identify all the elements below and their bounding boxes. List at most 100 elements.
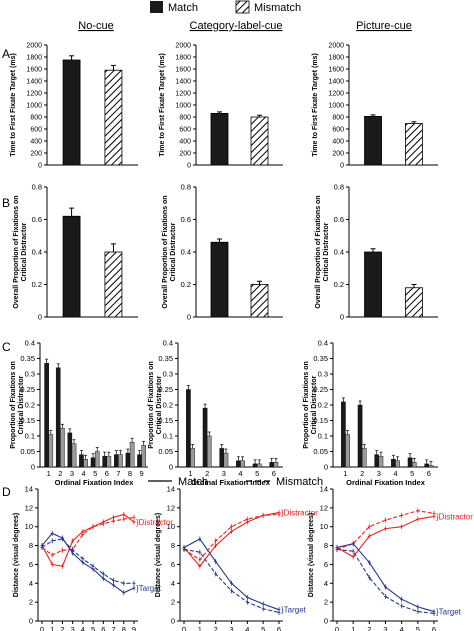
y-axis-label: Overall Proportion of Fixations onCritic… xyxy=(162,195,177,308)
y-tick-label: 0.3 xyxy=(25,370,35,379)
y-axis-label: Overall Proportion of Fixations onCritic… xyxy=(315,195,330,308)
y-tick-label: 12 xyxy=(167,503,175,512)
x-tick-label: 7 xyxy=(116,469,120,478)
y-tick-label: 0 xyxy=(171,617,175,626)
x-tick-label: 4 xyxy=(393,469,397,478)
y-tick-label: 0.25 xyxy=(20,385,35,394)
bar-mismatch xyxy=(411,462,417,468)
x-tick-label: 2 xyxy=(360,469,364,478)
y-tick-label: 0.1 xyxy=(163,432,173,441)
bar-mismatch xyxy=(361,448,367,468)
x-tick-label: 7 xyxy=(111,625,115,631)
bar-mismatch xyxy=(240,460,245,468)
bar-mismatch xyxy=(250,284,269,318)
y-tick-label: 2 xyxy=(29,598,33,607)
y-tick-label: 2 xyxy=(171,598,175,607)
legend-mismatch-swatch xyxy=(235,0,250,14)
y-axis-label: Time to First Fixate Target (ms) xyxy=(159,53,166,157)
bar-mismatch xyxy=(104,251,123,318)
y-tick-label: 1800 xyxy=(175,55,191,62)
x-tick-label: 3 xyxy=(71,625,75,631)
bar-mismatch xyxy=(378,455,384,468)
y-tick-label: 0.4 xyxy=(163,339,173,348)
y-tick-label: 10 xyxy=(320,522,328,531)
bar-mismatch xyxy=(405,287,423,318)
y-axis-label: Time to First Fixate Target (ms) xyxy=(312,53,319,157)
legend-mismatch-label: Mismatch xyxy=(254,2,301,14)
bar-mismatch xyxy=(94,451,100,468)
row-label-a: A xyxy=(2,47,10,61)
y-tick-label: 0.4 xyxy=(318,339,328,348)
y-axis-label: Distance (visual degrees) xyxy=(155,513,162,597)
y-axis-label-line: Overall Proportion of Fixations on xyxy=(162,195,169,308)
y-tick-label: 0 xyxy=(38,313,42,322)
bar-match xyxy=(407,457,413,468)
legend-d-match-label: Match xyxy=(178,476,208,488)
y-tick-label: 12 xyxy=(320,503,328,512)
y-tick-label: 0.15 xyxy=(313,416,328,425)
x-tick-label: 1 xyxy=(188,469,192,478)
x-tick-label: 5 xyxy=(416,625,420,631)
bar-match xyxy=(391,459,396,468)
bar-match xyxy=(44,362,49,468)
y-axis-label: Proportion of Fixations onCritical Distr… xyxy=(148,361,163,449)
y-tick-label: 14 xyxy=(25,485,33,494)
y-tick-label: 0.35 xyxy=(313,354,328,363)
legend-match-label: Match xyxy=(168,2,198,14)
y-tick-label: 600 xyxy=(179,127,191,134)
x-tick-label: 5 xyxy=(91,625,95,631)
bar-match xyxy=(186,389,191,468)
y-tick-label: 4 xyxy=(171,579,175,588)
bar-mismatch xyxy=(345,434,350,468)
bar-match xyxy=(210,241,229,318)
y-tick-label: 0.2 xyxy=(25,401,35,410)
y-tick-label: 4 xyxy=(324,579,328,588)
bar-mismatch xyxy=(190,448,195,468)
y-tick-label: 0.8 xyxy=(181,183,191,192)
row-d-legend: Match Mismatch xyxy=(148,476,323,488)
y-tick-label: 0 xyxy=(31,463,35,472)
bar-mismatch xyxy=(60,428,65,468)
x-tick-label: 5 xyxy=(410,469,414,478)
y-tick-label: 2 xyxy=(324,598,328,607)
y-axis-label-line: Critical Distractor xyxy=(170,222,177,281)
series-line-target-solid xyxy=(41,532,135,594)
panel-b-category-label-cue: 0 0.2 0.4 0.6 0.8 Overall Proportion of Fixat… xyxy=(162,183,283,322)
x-tick-label: 2 xyxy=(214,625,218,631)
x-tick-label: 1 xyxy=(198,625,202,631)
y-tick-label: 0.15 xyxy=(20,416,35,425)
x-tick-label: 1 xyxy=(351,625,355,631)
y-tick-label: 1400 xyxy=(26,79,42,86)
panel-b-picture-cue: 0 0.2 0.4 0.6 0.8 Overall Proportion of Fixat… xyxy=(315,183,438,322)
y-axis-label: Proportion of Fixations onCritical Distr… xyxy=(303,361,318,449)
x-tick-label: 4 xyxy=(245,625,249,631)
bar-match xyxy=(210,113,229,166)
panel-b-no-cue: 0 0.2 0.4 0.6 0.8 Overall Proportion of Fixat… xyxy=(13,183,138,322)
row-label-d: D xyxy=(2,485,11,499)
bar-match xyxy=(79,454,84,468)
column-title-category-label-cue: Category-label-cue xyxy=(190,20,283,32)
y-axis-label-line: Proportion of Fixations on xyxy=(10,361,17,449)
x-tick-label: 6 xyxy=(105,469,109,478)
x-tick-label: 2 xyxy=(205,469,209,478)
y-tick-label: 10 xyxy=(25,522,33,531)
y-axis-label: Overall Proportion of Fixations onCritic… xyxy=(13,195,28,308)
x-tick-label: 4 xyxy=(238,469,242,478)
y-tick-label: 400 xyxy=(179,139,191,146)
y-tick-label: 0.3 xyxy=(318,370,328,379)
y-tick-label: 1800 xyxy=(26,55,42,62)
x-tick-label: 3 xyxy=(383,625,387,631)
bar-match xyxy=(236,460,241,468)
y-tick-label: 0 xyxy=(324,617,328,626)
y-tick-label: 0 xyxy=(187,163,191,170)
y-axis-label: Distance (visual degrees) xyxy=(13,513,20,597)
x-axis-label: Ordinal Fixation Index xyxy=(346,478,426,487)
y-axis-label-line: Critical Distractor xyxy=(18,375,25,434)
y-tick-label: 400 xyxy=(30,139,42,146)
y-tick-label: 8 xyxy=(324,541,328,550)
x-tick-label: 6 xyxy=(272,469,276,478)
y-tick-label: 1600 xyxy=(328,67,344,74)
x-tick-label: 4 xyxy=(400,625,404,631)
x-tick-label: 3 xyxy=(229,625,233,631)
